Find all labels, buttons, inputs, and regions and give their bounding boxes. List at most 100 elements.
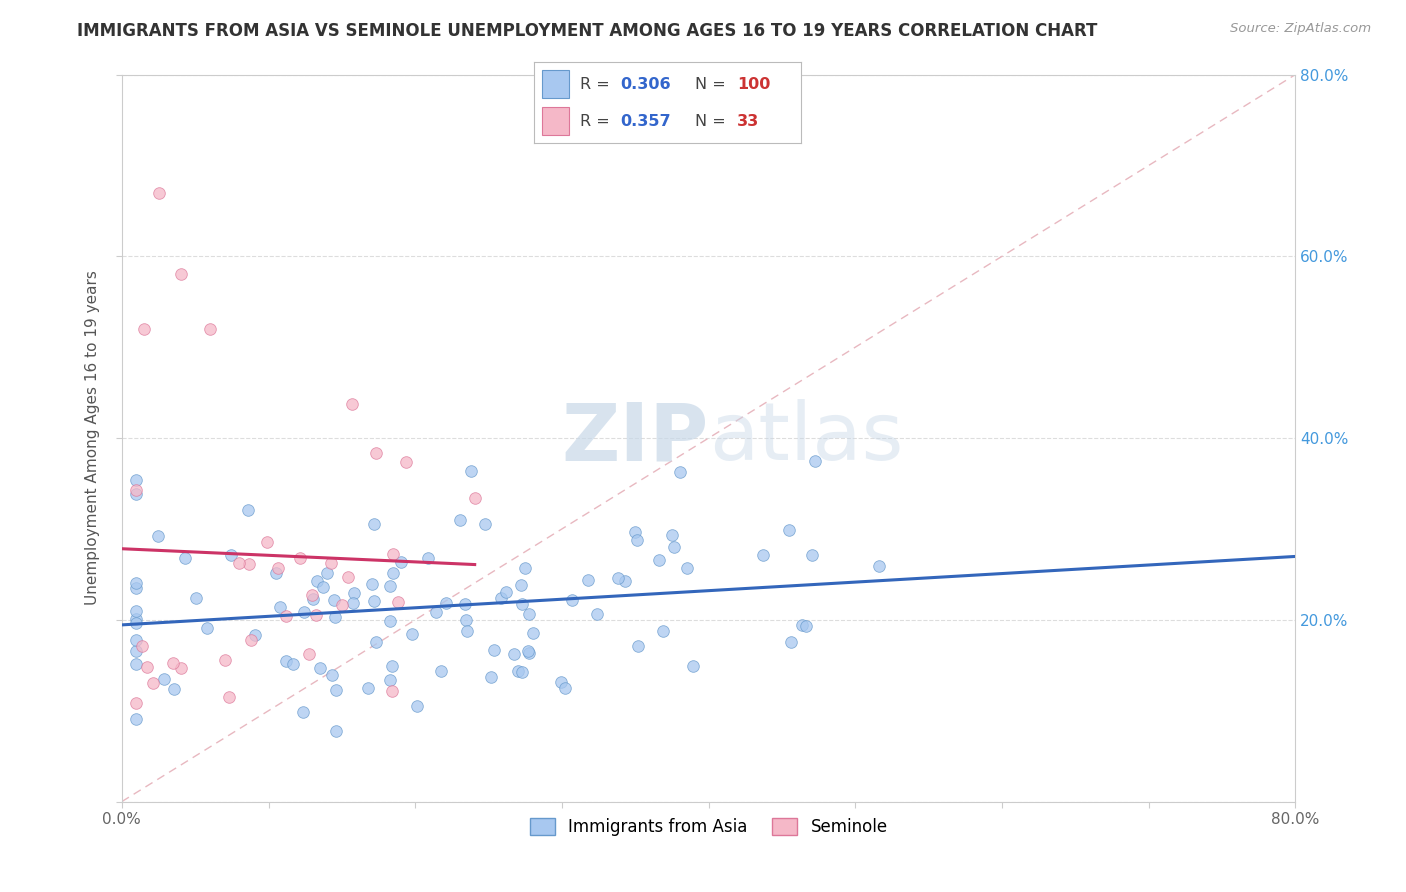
Point (267, 561, 290, 575)
Y-axis label: Unemployment Among Ages 16 to 19 years: Unemployment Among Ages 16 to 19 years (86, 270, 100, 606)
Text: 100: 100 (737, 77, 770, 92)
Point (356, 681, 378, 695)
Text: atlas: atlas (709, 399, 903, 477)
Point (309, 661, 332, 675)
Point (214, 652, 236, 666)
Point (135, 660, 157, 674)
Point (363, 516, 385, 531)
Point (342, 596, 364, 610)
Point (125, 487, 148, 501)
Point (290, 550, 312, 565)
Point (395, 454, 418, 468)
Point (482, 642, 505, 657)
Point (340, 397, 363, 411)
Point (561, 593, 583, 607)
Text: R =: R = (579, 77, 614, 92)
Point (804, 454, 827, 468)
Point (312, 580, 335, 594)
Point (515, 561, 537, 575)
Point (752, 548, 775, 562)
Text: 33: 33 (737, 113, 759, 128)
Point (170, 661, 193, 675)
Point (162, 656, 184, 670)
Point (606, 571, 628, 585)
Point (662, 541, 685, 555)
Point (301, 591, 323, 606)
Point (323, 592, 346, 607)
Point (297, 647, 319, 661)
Point (238, 557, 260, 571)
Text: N =: N = (695, 77, 725, 92)
Point (464, 491, 486, 505)
Point (449, 513, 471, 527)
Point (495, 584, 517, 599)
Point (330, 598, 353, 612)
Point (301, 588, 323, 602)
Point (152, 672, 174, 686)
Point (627, 639, 650, 653)
Point (381, 547, 404, 561)
Point (186, 591, 208, 605)
Point (479, 670, 502, 684)
Point (146, 529, 169, 543)
Point (240, 632, 263, 647)
Point (325, 683, 347, 698)
Point (125, 581, 148, 595)
Text: 0.357: 0.357 (620, 113, 671, 128)
Point (800, 548, 823, 562)
Point (292, 605, 315, 619)
Point (648, 552, 671, 566)
Point (780, 635, 803, 649)
Point (366, 635, 388, 649)
Point (382, 566, 405, 580)
Point (361, 576, 384, 591)
Point (195, 621, 218, 635)
Point (669, 465, 692, 479)
Point (434, 596, 457, 610)
Point (430, 664, 453, 678)
Text: Source: ZipAtlas.com: Source: ZipAtlas.com (1230, 22, 1371, 36)
Point (125, 712, 148, 726)
Point (169, 268, 191, 282)
Point (503, 647, 526, 661)
Point (325, 724, 347, 739)
Point (218, 690, 240, 705)
Point (519, 646, 541, 660)
Point (652, 624, 675, 639)
Point (794, 618, 817, 632)
Point (256, 534, 278, 549)
Point (125, 644, 148, 658)
Point (321, 667, 343, 681)
Point (790, 618, 813, 632)
Point (125, 696, 148, 710)
Point (381, 658, 404, 673)
Point (142, 676, 165, 690)
Point (125, 612, 148, 626)
Point (243, 628, 266, 642)
Point (125, 615, 148, 630)
Point (274, 654, 297, 668)
Text: ZIP: ZIP (561, 399, 709, 477)
Point (425, 605, 447, 619)
Point (228, 556, 250, 570)
Point (387, 594, 409, 608)
Point (125, 633, 148, 648)
Point (456, 614, 478, 628)
Point (512, 665, 534, 679)
Point (174, 550, 197, 565)
Point (550, 675, 572, 690)
Point (378, 673, 401, 687)
Point (363, 594, 385, 608)
Point (585, 607, 607, 622)
Point (343, 585, 366, 599)
Point (378, 614, 401, 628)
Point (125, 604, 148, 618)
Text: R =: R = (579, 113, 614, 128)
Point (474, 516, 496, 531)
FancyBboxPatch shape (543, 107, 569, 135)
Point (264, 566, 287, 580)
Point (378, 579, 401, 593)
Point (305, 574, 328, 589)
Point (491, 591, 513, 605)
Point (460, 464, 482, 478)
